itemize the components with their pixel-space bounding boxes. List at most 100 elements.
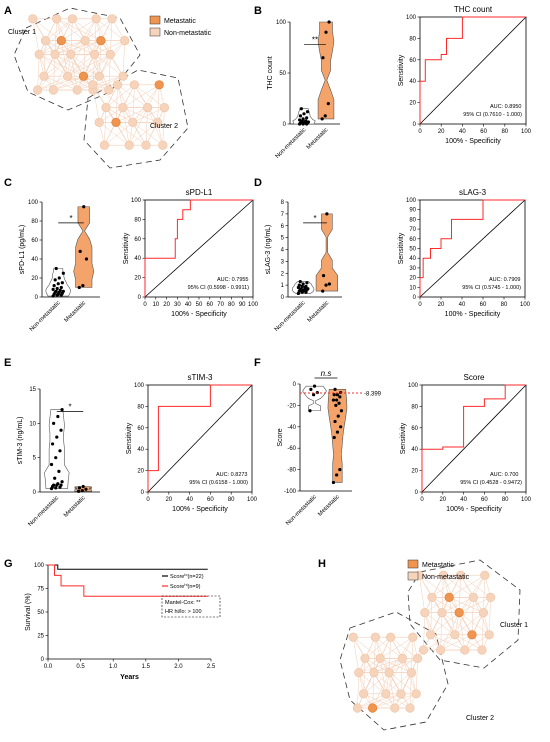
roc-title: Score — [464, 373, 485, 382]
non-metastatic-node — [28, 14, 38, 24]
non-metastatic-node — [477, 645, 487, 655]
y-tick-label: 80 — [411, 404, 418, 410]
network-edge — [94, 40, 125, 55]
network-edge — [37, 75, 68, 91]
non-metastatic-node — [51, 14, 62, 24]
x-tick-label: 1.5 — [142, 664, 151, 670]
data-point — [55, 286, 59, 291]
data-point — [81, 484, 85, 489]
network-edge — [454, 612, 484, 635]
network-edge — [373, 637, 376, 673]
non-metastatic-node — [32, 85, 43, 95]
network-edge — [129, 122, 158, 146]
roc-title: sLAG-3 — [459, 188, 487, 197]
network-edge — [430, 612, 460, 635]
legend-label: Scorehi(n=9) — [170, 582, 201, 590]
network-edge — [441, 597, 474, 613]
data-point — [61, 271, 65, 275]
roc-title: sPD-L1 — [186, 188, 213, 197]
network-edge — [67, 54, 111, 77]
non-metastatic-node — [105, 49, 115, 60]
network-edge — [117, 84, 148, 108]
non-metastatic-node — [486, 592, 496, 603]
network-edge — [105, 84, 135, 108]
network-edge — [488, 597, 491, 635]
data-point — [323, 114, 327, 118]
network-edge — [375, 637, 403, 659]
data-point — [335, 430, 340, 434]
violin-metastatic — [73, 206, 95, 288]
x-tick-label: 100 — [248, 302, 259, 308]
data-point — [52, 483, 56, 487]
x-tick-label: 2.5 — [207, 664, 216, 670]
significance-label: ** — [312, 35, 318, 44]
y-tick-label: 3 — [281, 259, 285, 265]
network-edge — [443, 574, 474, 598]
network-edge — [388, 672, 396, 709]
legend-label: Scorelo(n=22) — [170, 572, 204, 580]
data-point — [306, 287, 310, 291]
non-metastatic-node — [66, 49, 76, 60]
y-axis-label: Sensitivity — [400, 422, 407, 454]
network-edge — [464, 634, 490, 651]
network-edge — [83, 54, 111, 77]
cluster-label-2: Cluster 2 — [466, 715, 494, 722]
non-metastatic-node — [94, 117, 104, 127]
data-point — [80, 489, 84, 493]
network-edge — [471, 597, 474, 635]
ci-label: 95% CI (0.5998 - 0.9911) — [188, 285, 250, 291]
network-edge — [424, 597, 450, 613]
network-edge — [483, 575, 486, 613]
y-tick-label: 100 — [131, 198, 142, 204]
survival-plot: 0 25 50 75 100 0.0 0.5 1.0 1.5 2.0 2.5 Years Surviva… — [25, 563, 221, 681]
y-tick-label: 80 — [31, 219, 38, 225]
y-tick-label: -20 — [287, 403, 296, 409]
network-edge — [54, 40, 86, 55]
data-point — [52, 421, 56, 425]
x-tick-label: 100 — [521, 129, 532, 135]
y-tick-label: 20 — [409, 276, 416, 282]
ci-label: 95% CI (0.6158 - 1.000) — [189, 480, 248, 486]
non-metastatic-node — [94, 71, 104, 81]
non-metastatic-node — [413, 653, 423, 664]
violin-metastatic — [317, 21, 335, 120]
data-point — [49, 462, 54, 467]
non-metastatic-node — [348, 632, 358, 642]
network-edge — [54, 40, 101, 55]
data-point — [59, 428, 63, 432]
metastatic-node — [454, 607, 464, 618]
x-axis-label: 100% - Specificity — [445, 138, 501, 145]
y-axis-label: THC count — [267, 56, 274, 90]
y-tick-label: 0 — [141, 490, 145, 496]
x-tick-label: 20 — [165, 497, 172, 503]
cluster-outline-2 — [339, 611, 449, 731]
y-axis-label: Sensitivity — [398, 232, 405, 264]
non-metastatic-node — [107, 14, 117, 24]
y-axis-label: sTIM-3 (ng/mL) — [17, 417, 24, 465]
non-metastatic-node — [67, 14, 77, 24]
data-point — [53, 476, 57, 480]
network-edge — [372, 693, 402, 709]
x-axis-label: 100% - Specificity — [446, 506, 502, 513]
network-edge — [409, 672, 412, 709]
y-tick-label: 5 — [33, 456, 37, 462]
network-edge — [145, 107, 148, 146]
y-tick-label: 1 — [281, 283, 285, 289]
data-point — [327, 282, 331, 286]
non-metastatic-node — [34, 49, 44, 60]
network-edge — [45, 18, 73, 41]
data-point — [332, 435, 336, 440]
data-point — [59, 483, 63, 487]
network-edge — [104, 122, 133, 146]
significance-label: n.s — [321, 369, 332, 378]
non-metastatic-node — [141, 140, 151, 150]
x-category-label: Metastatic — [64, 300, 88, 324]
y-tick-label: 100 — [406, 198, 417, 204]
network-panel-H: H Metastatic Non-metastatic Cluster 1 Cluste… — [318, 558, 528, 731]
reference-diagonal — [147, 384, 253, 493]
data-point — [51, 287, 55, 291]
data-point — [321, 56, 325, 60]
x-tick-label: 60 — [206, 302, 213, 308]
data-point — [56, 282, 60, 286]
y-tick-label: 50 — [279, 71, 286, 77]
